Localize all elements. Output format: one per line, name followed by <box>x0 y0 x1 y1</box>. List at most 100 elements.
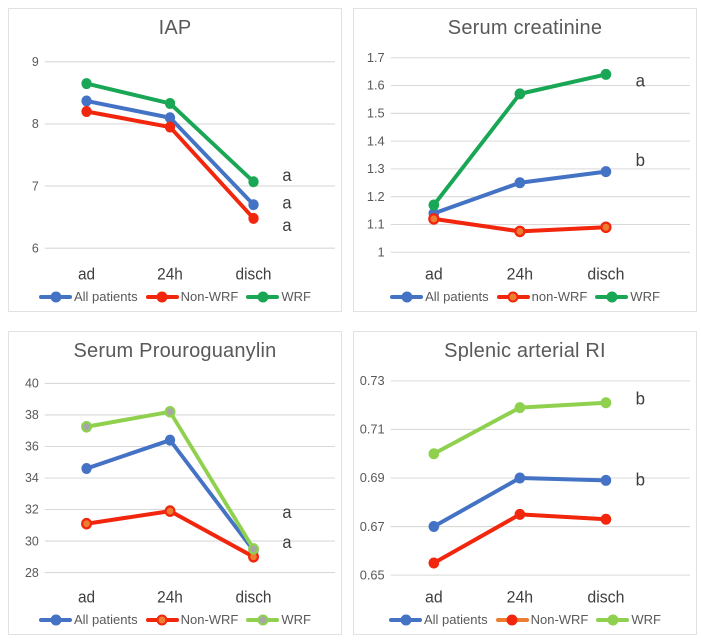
x-category-label: disch <box>236 589 272 607</box>
y-tick-label: 1.2 <box>367 189 385 204</box>
annotation-label: b <box>636 150 645 170</box>
chart-title: IAP <box>158 17 192 39</box>
x-category-label: 24h <box>507 588 533 606</box>
legend-item: WRF <box>596 612 661 627</box>
data-point-marker <box>164 112 176 124</box>
chart-panel-serum-prouroguanylin: Serum Prouroguanylin 40 38 36 34 32 30 28 ad 24h… <box>8 331 342 635</box>
legend-marker <box>257 614 269 625</box>
data-point-marker <box>600 397 612 409</box>
legend-line <box>246 614 280 625</box>
data-point-marker <box>514 88 526 100</box>
legend-item: All patients <box>39 289 138 304</box>
legend-item: All patients <box>39 612 138 627</box>
annotation-label: b <box>636 388 645 408</box>
chart-panel-iap: IAP 9 8 7 6 ad 24h disch a a a All patients Non-WR… <box>8 8 342 312</box>
chart-legend: All patients non-WRF WRF <box>356 287 694 309</box>
data-point-marker <box>164 97 176 109</box>
legend-label: All patients <box>74 289 138 304</box>
data-point-marker <box>514 472 526 484</box>
legend-line <box>595 291 629 302</box>
legend-marker <box>606 291 618 302</box>
series-line-all-patients <box>84 438 256 553</box>
data-point-marker <box>600 513 612 525</box>
data-point-marker <box>81 463 92 475</box>
y-tick-label: 1.3 <box>367 161 385 176</box>
chart-legend: All patients Non-WRF WRF <box>11 287 339 309</box>
chart-legend: All patients Non-WRF WRF <box>356 610 694 632</box>
legend-line <box>39 291 72 302</box>
chart-title: Splenic arterial RI <box>444 340 606 362</box>
legend-marker <box>50 291 61 302</box>
legend-line <box>496 291 530 302</box>
data-point-marker <box>428 199 440 211</box>
legend-item: All patients <box>390 289 489 304</box>
legend-label: WRF <box>630 289 660 304</box>
legend-item: WRF <box>595 289 660 304</box>
x-category-label: ad <box>425 588 443 606</box>
y-tick-label: 38 <box>25 407 39 422</box>
y-tick-label: 9 <box>32 54 39 69</box>
legend-marker <box>400 614 411 625</box>
data-point-marker <box>428 448 440 460</box>
data-point-marker <box>514 177 526 189</box>
x-category-label: disch <box>587 588 624 606</box>
legend-marker <box>401 291 413 302</box>
data-point-marker <box>81 420 93 433</box>
y-tick-label: 0.73 <box>360 373 385 388</box>
data-point-marker <box>164 434 176 446</box>
line-chart-splenic-arterial-ri: 0.73 0.71 0.69 0.67 0.65 ad 24h disch b b <box>360 373 690 607</box>
data-point-marker <box>514 402 526 414</box>
legend-item: non-WRF <box>496 289 588 304</box>
x-category-label: disch <box>236 266 272 284</box>
line-chart-serum-prouroguanylin: 40 38 36 34 32 30 28 ad 24h disch aa <box>25 375 336 607</box>
data-point-marker <box>428 521 440 533</box>
legend-label: All patients <box>424 612 488 627</box>
legend-label: Non-WRF <box>180 289 239 304</box>
data-point-marker <box>164 405 176 418</box>
annotation-label: a <box>282 503 292 523</box>
data-point-marker <box>600 166 612 178</box>
chart-panel-serum-creatinine: Serum creatinine 1.7 1.6 1.5 1.4 1.3 1.2 1.1 1 a… <box>353 8 697 312</box>
legend-line <box>145 291 179 302</box>
legend-item: Non-WRF <box>495 612 588 627</box>
data-point-marker <box>428 213 440 225</box>
legend-label: All patients <box>425 289 489 304</box>
data-point-marker <box>81 78 92 90</box>
y-tick-label: 1.1 <box>367 217 385 232</box>
legend-item: WRF <box>246 612 311 627</box>
x-category-label: 24h <box>507 265 533 283</box>
data-point-marker <box>81 517 93 530</box>
data-point-marker <box>600 68 612 80</box>
x-category-label: ad <box>78 266 95 284</box>
legend-label: Non-WRF <box>180 612 239 627</box>
data-point-marker <box>600 221 612 234</box>
y-tick-label: 28 <box>25 564 39 579</box>
y-tick-label: 1.4 <box>367 133 385 148</box>
legend-item: Non-WRF <box>145 289 239 304</box>
y-tick-label: 1.7 <box>367 50 385 65</box>
annotation-label: b <box>636 469 645 489</box>
legend-line <box>596 614 630 625</box>
y-tick-label: 36 <box>25 438 39 453</box>
annotation-label: a <box>282 532 292 552</box>
y-tick-label: 7 <box>32 178 39 193</box>
chart-panel-splenic-arterial-ri: Splenic arterial RI 0.73 0.71 0.69 0.67 0.65… <box>353 331 697 635</box>
legend-item: WRF <box>246 289 311 304</box>
legend-line <box>390 291 424 302</box>
x-category-label: disch <box>587 265 624 283</box>
y-tick-label: 1.6 <box>367 78 385 93</box>
x-category-label: 24h <box>157 266 183 284</box>
legend-line <box>246 291 280 302</box>
legend-label: All patients <box>74 612 138 627</box>
legend-label: WRF <box>281 612 311 627</box>
annotation-label: a <box>282 216 292 236</box>
y-tick-label: 6 <box>32 240 39 255</box>
line-chart-serum-creatinine: 1.7 1.6 1.5 1.4 1.3 1.2 1.1 1 ad 24h disch a b <box>367 50 690 284</box>
y-tick-label: 8 <box>32 116 39 131</box>
figure-grid: IAP 9 8 7 6 ad 24h disch a a a All patients Non-WR… <box>8 8 697 635</box>
data-point-marker <box>164 121 176 133</box>
legend-marker <box>50 614 61 625</box>
legend-line <box>39 614 72 625</box>
legend-label: non-WRF <box>531 289 588 304</box>
legend-marker <box>607 614 619 625</box>
